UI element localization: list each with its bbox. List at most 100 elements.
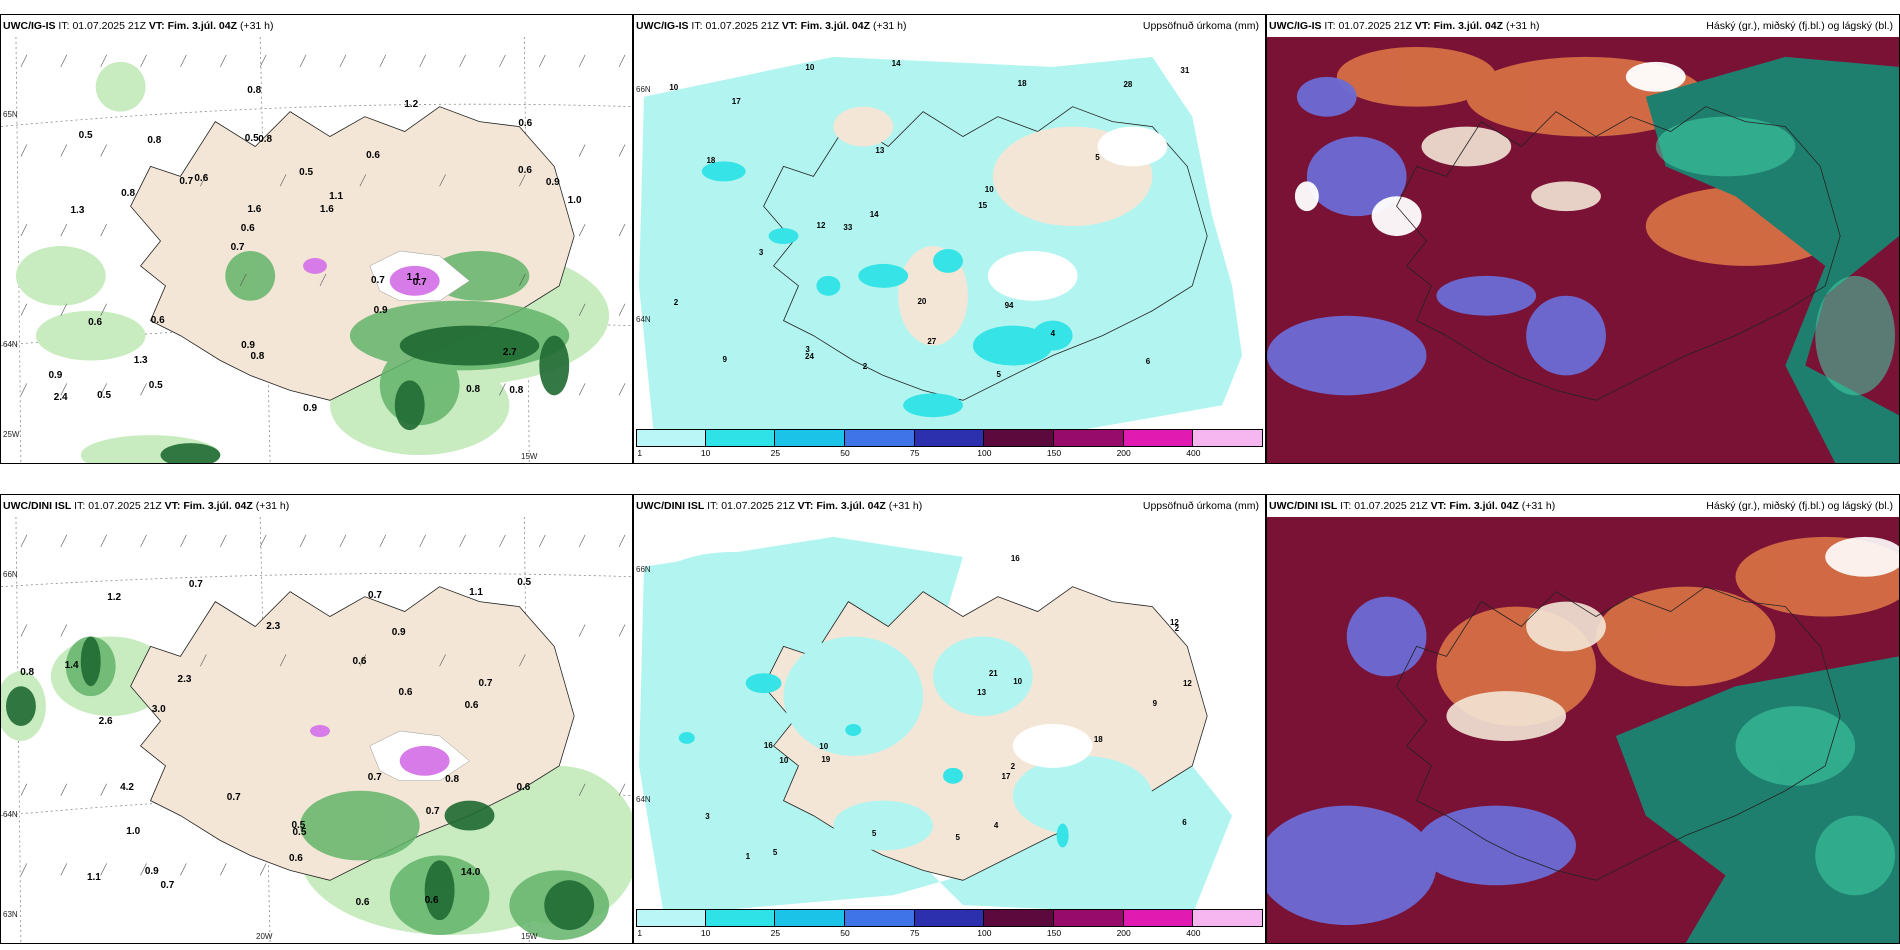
panel-right-title: Uppsöfnuð úrkoma (mm) bbox=[1142, 500, 1259, 512]
precip-value-label: 0.5 bbox=[78, 130, 93, 142]
colorbar-swatch bbox=[636, 909, 706, 927]
precip-value-label: 0.9 bbox=[545, 176, 560, 188]
colorbar-tick-label: 100 bbox=[977, 928, 992, 938]
colorbar-frame bbox=[636, 909, 1263, 927]
colorbar-swatch bbox=[1123, 909, 1194, 927]
precip-value-label: 0.7 bbox=[188, 579, 203, 591]
colorbar-swatch bbox=[1054, 909, 1124, 927]
lat-label: 66N bbox=[3, 570, 18, 579]
precip-value-label: 5 bbox=[1095, 153, 1100, 163]
panel-r1-clouds: UWC/IG-IS IT: 01.07.2025 21Z VT: Fim. 3.… bbox=[1266, 14, 1900, 464]
precip-value-label: 21 bbox=[988, 668, 998, 678]
precip-value-label: 2.6 bbox=[98, 715, 113, 727]
colorbar-swatch bbox=[705, 429, 776, 447]
precip-value-label: 20 bbox=[917, 296, 927, 306]
precip-value-label: 0.6 bbox=[464, 700, 479, 712]
precip-value-label: 1 bbox=[745, 852, 751, 862]
panel-r2-wind-precip: UWC/DINI ISL IT: 01.07.2025 21Z VT: Fim.… bbox=[0, 494, 633, 944]
precip-value-label: 17 bbox=[731, 96, 741, 106]
precip-value-label: 1.0 bbox=[567, 194, 582, 206]
precip-value-label: 3 bbox=[705, 811, 710, 821]
panel-header: UWC/DINI ISL IT: 01.07.2025 21Z VT: Fim.… bbox=[634, 495, 1265, 517]
precip-value-label: 0.7 bbox=[368, 590, 382, 602]
colorbar-swatch bbox=[845, 429, 915, 447]
panel-header: UWC/IG-IS IT: 01.07.2025 21Z VT: Fim. 3.… bbox=[634, 15, 1265, 37]
lat-label: 64N bbox=[636, 795, 651, 804]
precip-value-label: 1.2 bbox=[404, 98, 419, 110]
colorbar-swatch bbox=[914, 909, 985, 927]
precip-value-label: 1.3 bbox=[70, 205, 85, 217]
precip-value-label: 0.8 bbox=[466, 384, 481, 396]
precip-value-label: 0.5 bbox=[292, 826, 307, 838]
precip-value-label: 0.6 bbox=[352, 655, 367, 667]
colorbar-tick-label: 150 bbox=[1046, 448, 1062, 458]
precip-value-label: 0.5 bbox=[291, 819, 306, 831]
precip-value-label: 5 bbox=[871, 829, 877, 839]
precip-value-label: 28 bbox=[1123, 79, 1133, 89]
colorbar-swatch bbox=[914, 429, 985, 447]
precip-colorbar: 1 10 25 50 75 100 150 200 400 bbox=[636, 909, 1263, 941]
precip-value-labels: 0.8 1.3 0.6 0.7 0.6 0.5 0.5 0.5 0.6 0.6 0.9 1.3 0.8 1… bbox=[1, 37, 632, 463]
precip-value-label: 0.9 bbox=[241, 339, 255, 351]
precip-value-label: 16 bbox=[763, 740, 773, 750]
precip-value-label: 5 bbox=[996, 369, 1001, 379]
map-wind-precip: 0.6 0.6 0.5 1.1 0.5 2.3 0.7 0.9 0.6 0.6 0.7 1.1 0.8 0… bbox=[1, 517, 632, 943]
precip-value-label: 1.1 bbox=[469, 587, 483, 599]
precip-value-label: 0.7 bbox=[425, 806, 440, 818]
lat-label: 63N bbox=[3, 910, 18, 919]
colorbar-swatch bbox=[775, 909, 845, 927]
precip-value-label: 6 bbox=[1145, 356, 1151, 366]
precip-value-label: 9 bbox=[722, 354, 727, 364]
precip-value-label: 10 bbox=[819, 741, 829, 751]
lon-label: 15W bbox=[521, 932, 538, 941]
precip-value-label: 2 bbox=[862, 362, 868, 372]
colorbar-tick-label: 200 bbox=[1116, 448, 1131, 458]
precip-value-label: 0.7 bbox=[230, 241, 245, 253]
precip-value-label: 0.5 bbox=[299, 166, 314, 178]
precip-value-label: 15 bbox=[978, 200, 988, 210]
precip-value-label: 0.9 bbox=[48, 369, 63, 381]
colorbar-tick-label: 1 bbox=[637, 928, 643, 938]
colorbar-tick-label: 75 bbox=[909, 448, 920, 458]
precip-value-label: 0.6 bbox=[398, 687, 413, 699]
precip-value-label: 14 bbox=[891, 58, 901, 68]
map-wind-precip: 0.8 1.3 0.6 0.7 0.6 0.5 0.5 0.5 0.6 0.6 0.9 1.3 0.8 1… bbox=[1, 37, 632, 463]
precip-value-label: 14.0 bbox=[460, 867, 481, 879]
iceland-map-svg bbox=[1, 37, 632, 463]
colorbar-tick-label: 25 bbox=[770, 928, 781, 938]
precip-value-label: 2 bbox=[1010, 761, 1016, 771]
precip-value-label: 12 bbox=[1182, 678, 1192, 688]
precip-value-label: 0.6 bbox=[288, 853, 303, 865]
precip-value-label: 0.7 bbox=[367, 772, 382, 784]
precip-value-label: 2.3 bbox=[266, 621, 281, 633]
precip-value-label: 24 bbox=[805, 351, 814, 361]
precip-value-label: 33 bbox=[843, 223, 853, 233]
map-accum-precip: 2 5 3 4 10 17 12 6 14 13 28 27 14 20 18 15 18 24 33 10 94 31 1… bbox=[634, 37, 1265, 463]
precip-value-label: 4 bbox=[993, 820, 999, 830]
precip-value-label: 0.7 bbox=[160, 879, 175, 891]
map-clouds bbox=[1267, 37, 1899, 463]
lat-label: 66N bbox=[636, 565, 651, 574]
colorbar-swatch bbox=[1054, 429, 1124, 447]
precip-value-label: 27 bbox=[927, 336, 937, 346]
precip-value-label: 0.6 bbox=[355, 897, 370, 909]
colorbar-tick-label: 25 bbox=[770, 448, 781, 458]
precip-value-label: 10 bbox=[984, 184, 994, 194]
precip-value-label: 0.6 bbox=[516, 782, 531, 794]
precip-value-label: 94 bbox=[1004, 301, 1014, 311]
precip-value-label: 0.6 bbox=[240, 223, 255, 234]
precip-value-label: 14 bbox=[869, 210, 879, 220]
precip-value-label: 2.7 bbox=[502, 347, 517, 359]
precip-value-label: 18 bbox=[1093, 734, 1103, 744]
precip-value-label: 4 bbox=[1050, 328, 1056, 338]
panel-r1-accum-precip: UWC/IG-IS IT: 01.07.2025 21Z VT: Fim. 3.… bbox=[633, 14, 1266, 464]
precip-value-label: 1.4 bbox=[64, 660, 79, 672]
colorbar-tick-label: 400 bbox=[1186, 928, 1201, 938]
precip-value-label: 1.1 bbox=[86, 871, 101, 883]
cloud-map-svg bbox=[1267, 37, 1899, 463]
precip-value-label: 0.7 bbox=[412, 276, 427, 288]
colorbar-swatch bbox=[984, 909, 1054, 927]
precip-value-label: 17 bbox=[1001, 772, 1011, 782]
panel-right-title: Uppsöfnuð úrkoma (mm) bbox=[1142, 20, 1259, 32]
precip-value-label: 1.2 bbox=[107, 592, 122, 604]
